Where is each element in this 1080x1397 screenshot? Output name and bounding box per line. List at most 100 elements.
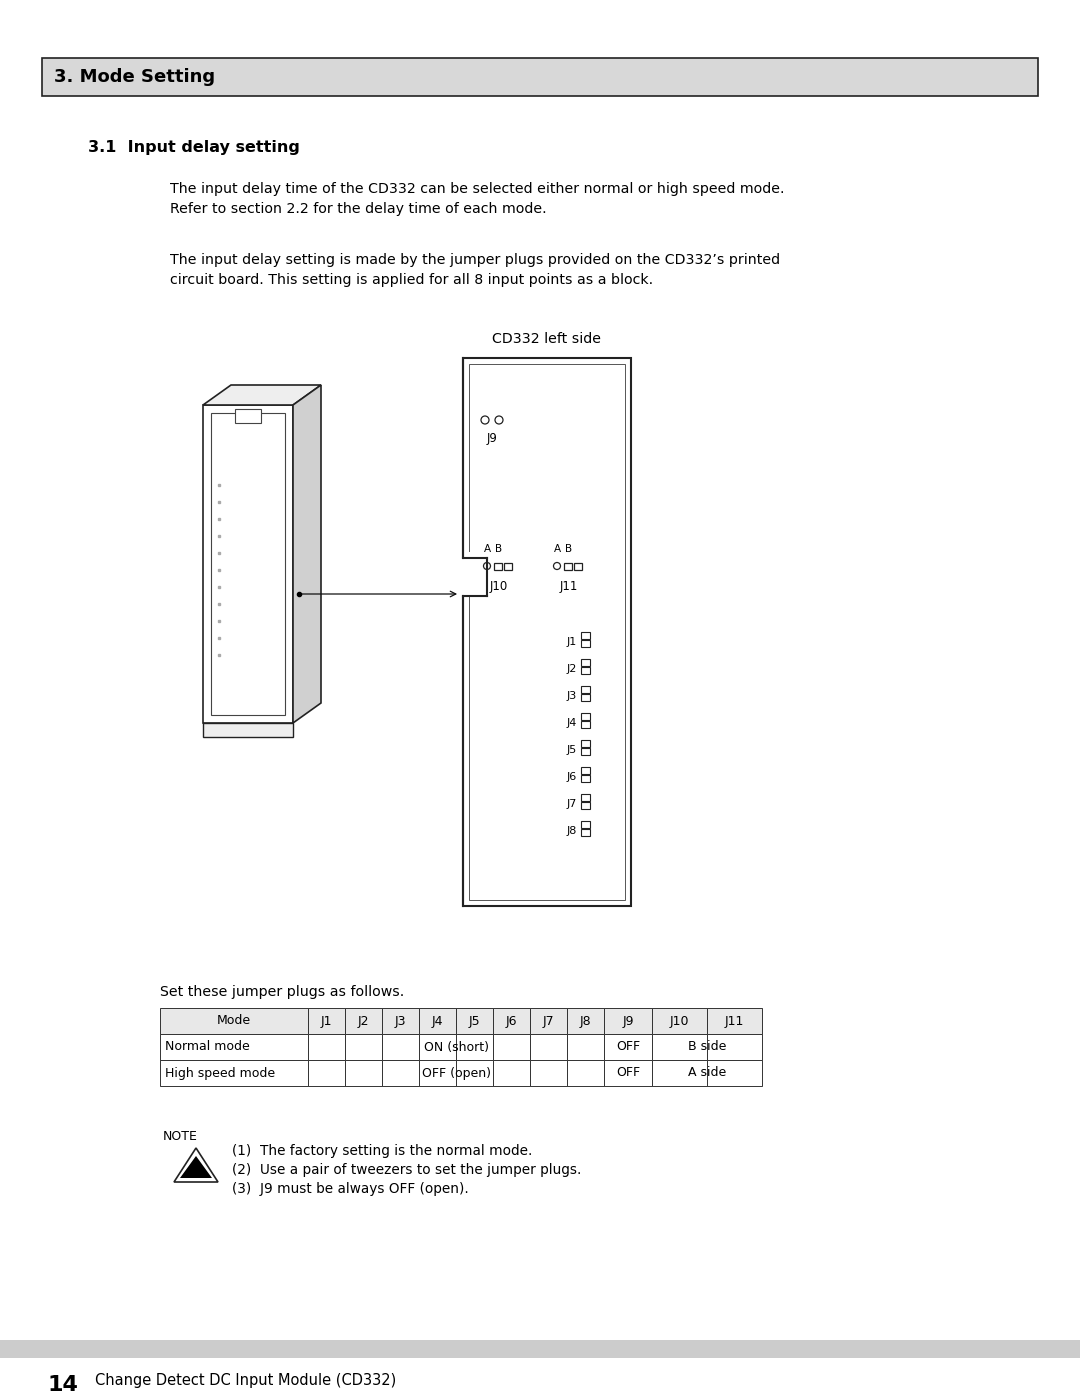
Polygon shape — [293, 386, 321, 724]
Bar — [581, 686, 590, 693]
Bar — [160, 1034, 308, 1060]
Bar — [604, 1034, 652, 1060]
Bar — [567, 1034, 604, 1060]
Bar — [0, 1340, 1080, 1358]
Text: Mode: Mode — [217, 1014, 251, 1028]
Text: J7: J7 — [542, 1014, 554, 1028]
Bar — [382, 1009, 419, 1034]
Text: A: A — [484, 543, 490, 555]
Text: J5: J5 — [469, 1014, 481, 1028]
Bar — [573, 563, 582, 570]
Bar — [581, 740, 590, 747]
Bar — [382, 1034, 419, 1060]
Text: J2: J2 — [567, 664, 577, 673]
Text: J3: J3 — [567, 692, 577, 701]
Text: The input delay setting is made by the jumper plugs provided on the CD332’s prin: The input delay setting is made by the j… — [170, 253, 780, 286]
Polygon shape — [180, 1155, 212, 1178]
Text: Normal mode: Normal mode — [165, 1041, 249, 1053]
Bar — [469, 365, 625, 900]
Text: The input delay time of the CD332 can be selected either normal or high speed mo: The input delay time of the CD332 can be… — [170, 182, 784, 217]
Text: 3. Mode Setting: 3. Mode Setting — [54, 68, 215, 87]
Bar — [530, 1034, 567, 1060]
Text: J8: J8 — [567, 826, 577, 835]
Bar — [504, 563, 512, 570]
Bar — [652, 1009, 707, 1034]
Bar — [203, 405, 293, 724]
Text: B: B — [566, 543, 572, 555]
Text: (3)  J9 must be always OFF (open).: (3) J9 must be always OFF (open). — [232, 1182, 469, 1196]
Bar — [581, 767, 590, 774]
Text: J1: J1 — [567, 637, 577, 647]
Text: High speed mode: High speed mode — [165, 1066, 275, 1080]
Bar — [211, 414, 285, 715]
Text: J10: J10 — [670, 1014, 689, 1028]
Bar — [707, 1034, 762, 1060]
Bar — [345, 1060, 382, 1085]
Bar — [494, 563, 502, 570]
Bar — [581, 721, 590, 728]
Text: Set these jumper plugs as follows.: Set these jumper plugs as follows. — [160, 985, 404, 999]
Text: J8: J8 — [580, 1014, 592, 1028]
Bar — [604, 1060, 652, 1085]
Text: CD332 left side: CD332 left side — [492, 332, 602, 346]
Bar — [564, 563, 572, 570]
Text: J11: J11 — [559, 580, 578, 592]
Bar — [567, 1060, 604, 1085]
Bar — [419, 1060, 456, 1085]
Bar — [581, 659, 590, 666]
Bar — [345, 1009, 382, 1034]
Bar — [456, 1009, 492, 1034]
Bar — [581, 828, 590, 835]
Polygon shape — [203, 386, 321, 405]
Bar — [467, 552, 489, 594]
Bar — [345, 1034, 382, 1060]
Bar — [160, 1009, 308, 1034]
Bar — [652, 1034, 707, 1060]
Bar — [581, 747, 590, 754]
Text: (1)  The factory setting is the normal mode.: (1) The factory setting is the normal mo… — [232, 1144, 532, 1158]
Text: J11: J11 — [725, 1014, 744, 1028]
Bar — [581, 640, 590, 647]
Bar — [581, 821, 590, 828]
Text: B: B — [496, 543, 502, 555]
Text: 14: 14 — [48, 1375, 79, 1396]
Bar — [308, 1060, 345, 1085]
Text: J9: J9 — [487, 432, 498, 446]
Bar — [461, 557, 488, 597]
Text: J1: J1 — [321, 1014, 333, 1028]
Text: OFF (open): OFF (open) — [421, 1066, 490, 1080]
Bar — [581, 793, 590, 800]
Bar — [235, 409, 261, 423]
Text: A: A — [553, 543, 561, 555]
Bar — [581, 631, 590, 638]
Text: ON (short): ON (short) — [423, 1041, 488, 1053]
Bar — [567, 1009, 604, 1034]
Bar — [581, 712, 590, 719]
Bar — [419, 1009, 456, 1034]
Bar — [308, 1009, 345, 1034]
Bar — [492, 1034, 530, 1060]
Bar — [530, 1009, 567, 1034]
Bar — [308, 1034, 345, 1060]
Text: NOTE: NOTE — [163, 1130, 198, 1143]
Bar — [581, 775, 590, 782]
Bar — [160, 1060, 308, 1085]
Text: Change Detect DC Input Module (CD332): Change Detect DC Input Module (CD332) — [95, 1373, 396, 1389]
Text: J4: J4 — [567, 718, 577, 728]
Bar — [456, 1034, 492, 1060]
Bar — [456, 1060, 492, 1085]
Bar — [581, 666, 590, 673]
Text: J6: J6 — [505, 1014, 517, 1028]
Bar — [463, 358, 631, 907]
Bar — [581, 694, 590, 701]
Bar — [492, 1060, 530, 1085]
Text: 3.1  Input delay setting: 3.1 Input delay setting — [87, 140, 300, 155]
Bar — [382, 1060, 419, 1085]
Text: J6: J6 — [567, 773, 577, 782]
Bar — [203, 724, 293, 738]
Text: A side: A side — [688, 1066, 726, 1080]
Bar — [530, 1060, 567, 1085]
Text: B side: B side — [688, 1041, 726, 1053]
Text: J10: J10 — [490, 580, 508, 592]
Text: J5: J5 — [567, 745, 577, 754]
